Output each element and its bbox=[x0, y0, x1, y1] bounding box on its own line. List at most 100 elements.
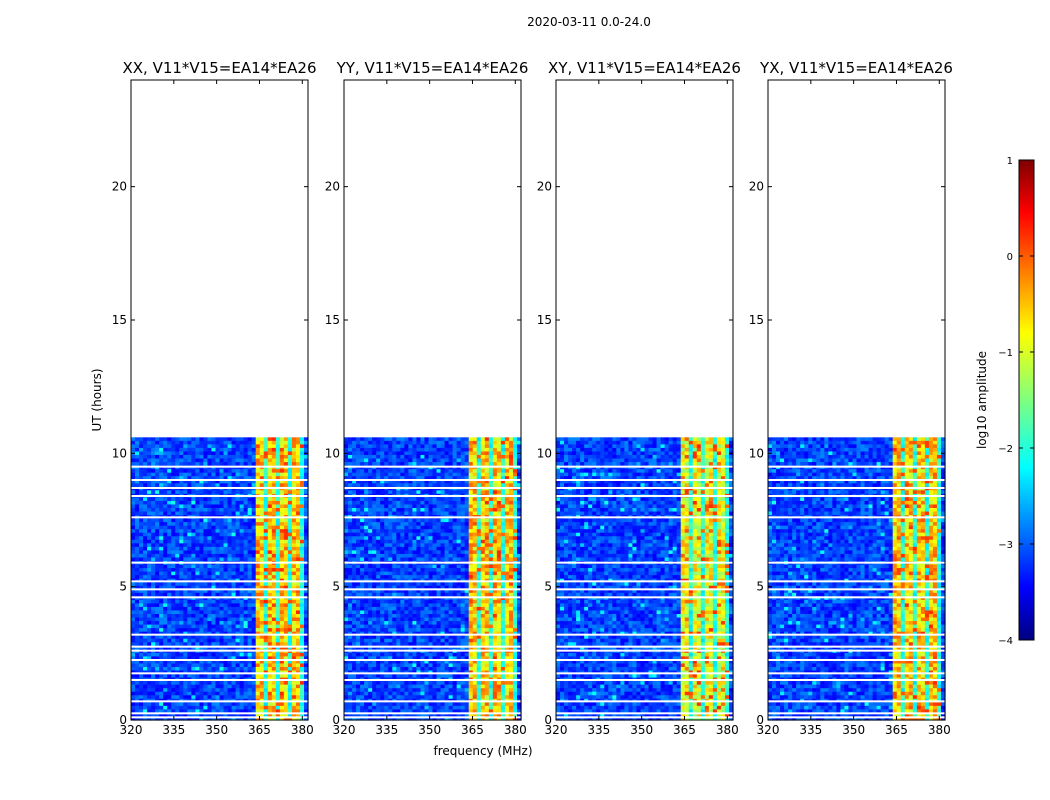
heatmap-cell bbox=[235, 712, 241, 718]
heatmap-cell bbox=[368, 539, 373, 544]
heatmap-cell bbox=[452, 518, 458, 523]
heatmap-cell bbox=[372, 543, 377, 548]
heatmap-cell bbox=[488, 518, 494, 523]
heatmap-cell bbox=[303, 624, 309, 629]
heatmap-cell bbox=[416, 440, 422, 445]
heatmap-cell bbox=[283, 617, 289, 622]
y-tick-label: 0 bbox=[119, 713, 127, 727]
heatmap-cell bbox=[299, 490, 305, 495]
heatmap-cell bbox=[247, 582, 253, 587]
heatmap-cell bbox=[163, 589, 168, 594]
heatmap-cell bbox=[416, 476, 422, 481]
heatmap-cell bbox=[259, 645, 265, 650]
heatmap-cell bbox=[460, 536, 466, 541]
heatmap-cell bbox=[251, 511, 257, 516]
heatmap-cell bbox=[187, 575, 192, 580]
heatmap-cell bbox=[484, 543, 490, 548]
heatmap-cell bbox=[303, 500, 309, 506]
heatmap-cell bbox=[287, 500, 293, 506]
heatmap-cell bbox=[139, 500, 144, 506]
heatmap-cell bbox=[195, 469, 200, 474]
heatmap-cell bbox=[448, 483, 454, 488]
heatmap-cell bbox=[287, 667, 293, 672]
heatmap-cell bbox=[428, 511, 434, 516]
heatmap-cell bbox=[287, 652, 293, 657]
heatmap-cell bbox=[135, 476, 140, 481]
heatmap-cell bbox=[360, 500, 365, 506]
heatmap-cell bbox=[275, 500, 281, 506]
heatmap-cell bbox=[476, 437, 482, 442]
heatmap-cell bbox=[372, 497, 377, 502]
heatmap-cell bbox=[223, 656, 229, 661]
heatmap-cell bbox=[263, 525, 269, 530]
heatmap-cell bbox=[207, 546, 213, 551]
heatmap-cell bbox=[283, 469, 289, 474]
heatmap-cell bbox=[199, 440, 205, 445]
heatmap-cell bbox=[171, 642, 176, 647]
heatmap-cell bbox=[452, 543, 458, 548]
heatmap-cell bbox=[492, 483, 498, 488]
heatmap-cell bbox=[155, 539, 160, 544]
heatmap-cell bbox=[291, 571, 297, 576]
heatmap-cell bbox=[412, 469, 418, 474]
heatmap-cell bbox=[231, 635, 237, 640]
heatmap-cell bbox=[356, 500, 361, 506]
heatmap-cell bbox=[352, 529, 357, 534]
heatmap-cell bbox=[303, 596, 309, 601]
heatmap-cell bbox=[452, 458, 458, 463]
heatmap-cell bbox=[179, 681, 184, 686]
heatmap-cell bbox=[283, 592, 289, 597]
heatmap-cell bbox=[303, 614, 309, 619]
heatmap-cell bbox=[291, 483, 297, 488]
heatmap-cell bbox=[444, 490, 450, 495]
heatmap-cell bbox=[203, 585, 209, 590]
heatmap-cell bbox=[480, 483, 486, 488]
heatmap-cell bbox=[384, 550, 389, 555]
heatmap-cell bbox=[151, 656, 156, 661]
heatmap-cell bbox=[215, 684, 221, 689]
heatmap-cell bbox=[191, 536, 196, 541]
heatmap-cell bbox=[255, 599, 261, 604]
heatmap-cell bbox=[139, 462, 144, 467]
heatmap-cell bbox=[263, 451, 269, 456]
heatmap-cell bbox=[444, 447, 450, 453]
heatmap-cell bbox=[267, 695, 273, 700]
flagged-row bbox=[131, 716, 308, 719]
heatmap-cell bbox=[131, 455, 136, 460]
heatmap-cell bbox=[388, 497, 393, 502]
heatmap-cell bbox=[259, 539, 265, 544]
heatmap-cell bbox=[372, 440, 377, 445]
heatmap-cell bbox=[283, 645, 289, 650]
heatmap-cell bbox=[163, 437, 168, 442]
heatmap-cell bbox=[191, 440, 196, 445]
heatmap-cell bbox=[400, 543, 405, 548]
heatmap-cell bbox=[420, 504, 426, 509]
heatmap-cell bbox=[167, 614, 172, 619]
heatmap-cell bbox=[255, 504, 261, 509]
heatmap-cell bbox=[179, 635, 184, 640]
heatmap-cell bbox=[219, 458, 225, 463]
heatmap-cell bbox=[283, 571, 289, 576]
heatmap-cell bbox=[187, 691, 192, 696]
heatmap-cell bbox=[516, 529, 522, 534]
heatmap-cell bbox=[167, 712, 172, 718]
heatmap-cell bbox=[472, 476, 478, 481]
heatmap-cell bbox=[175, 688, 180, 693]
heatmap-cell bbox=[295, 504, 301, 509]
heatmap-cell bbox=[207, 557, 213, 562]
heatmap-cell bbox=[480, 458, 486, 463]
heatmap-cell bbox=[139, 529, 144, 534]
heatmap-cell bbox=[203, 564, 209, 569]
heatmap-cell bbox=[219, 635, 225, 640]
heatmap-cell bbox=[191, 621, 196, 626]
heatmap-cell bbox=[484, 472, 490, 477]
heatmap-cell bbox=[147, 645, 152, 650]
heatmap-cell bbox=[512, 539, 518, 544]
heatmap-cell bbox=[488, 437, 494, 442]
heatmap-cell bbox=[291, 603, 297, 608]
heatmap-cell bbox=[203, 571, 209, 576]
heatmap-cell bbox=[171, 709, 176, 714]
heatmap-cell bbox=[492, 532, 498, 537]
heatmap-cell bbox=[263, 458, 269, 463]
heatmap-cell bbox=[235, 525, 241, 530]
